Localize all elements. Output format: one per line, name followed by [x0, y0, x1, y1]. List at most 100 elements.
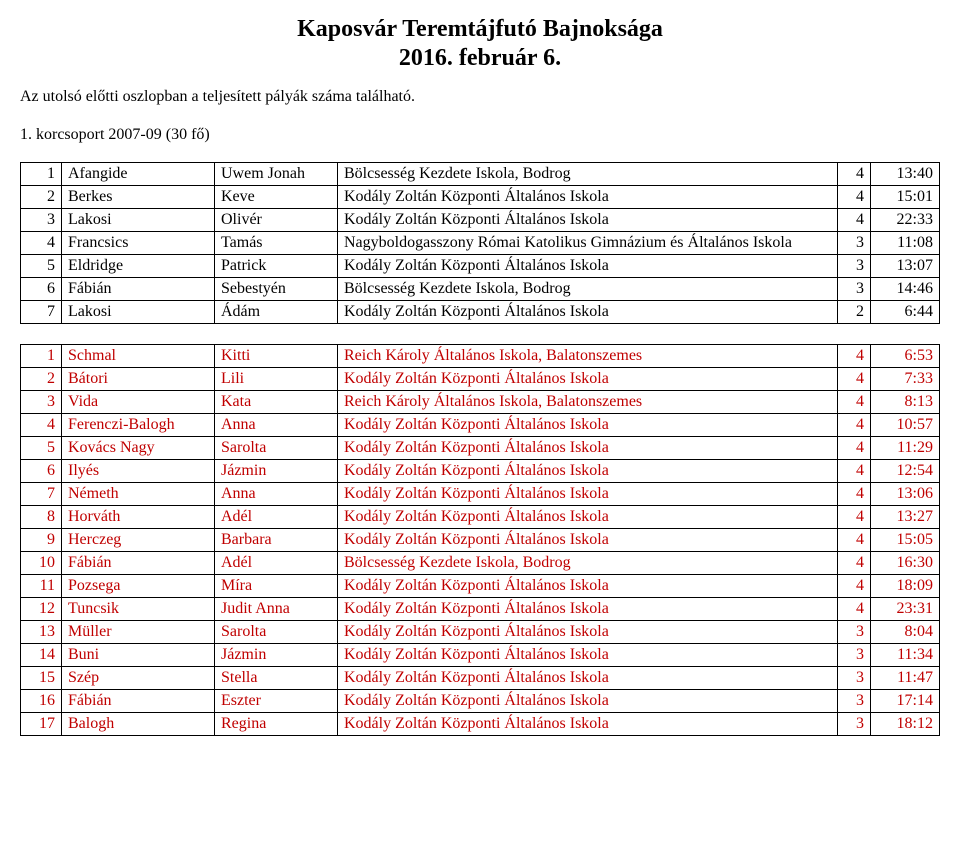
rank-cell: 11 [21, 575, 62, 598]
school-cell: Kodály Zoltán Központi Általános Iskola [338, 598, 838, 621]
table-row: 4Ferenczi-BaloghAnnaKodály Zoltán Közpon… [21, 414, 940, 437]
rank-cell: 4 [21, 414, 62, 437]
firstname-cell: Adél [215, 506, 338, 529]
time-cell: 23:31 [871, 598, 940, 621]
lastname-cell: Kovács Nagy [62, 437, 215, 460]
firstname-cell: Ádám [215, 301, 338, 324]
time-cell: 13:27 [871, 506, 940, 529]
count-cell: 2 [838, 301, 871, 324]
lastname-cell: Ilyés [62, 460, 215, 483]
column-note: Az utolsó előtti oszlopban a teljesített… [20, 88, 940, 106]
count-cell: 4 [838, 391, 871, 414]
firstname-cell: Tamás [215, 232, 338, 255]
firstname-cell: Lili [215, 368, 338, 391]
firstname-cell: Eszter [215, 690, 338, 713]
school-cell: Kodály Zoltán Központi Általános Iskola [338, 506, 838, 529]
table-row: 6FábiánSebestyénBölcsesség Kezdete Iskol… [21, 278, 940, 301]
lastname-cell: Müller [62, 621, 215, 644]
lastname-cell: Afangide [62, 163, 215, 186]
count-cell: 4 [838, 460, 871, 483]
school-cell: Kodály Zoltán Központi Általános Iskola [338, 460, 838, 483]
table-row: 7NémethAnnaKodály Zoltán Központi Általá… [21, 483, 940, 506]
firstname-cell: Barbara [215, 529, 338, 552]
table-row: 2BerkesKeveKodály Zoltán Központi Általá… [21, 186, 940, 209]
school-cell: Kodály Zoltán Központi Általános Iskola [338, 255, 838, 278]
firstname-cell: Jázmin [215, 460, 338, 483]
count-cell: 4 [838, 483, 871, 506]
count-cell: 4 [838, 529, 871, 552]
school-cell: Reich Károly Általános Iskola, Balatonsz… [338, 345, 838, 368]
table-row: 1AfangideUwem JonahBölcsesség Kezdete Is… [21, 163, 940, 186]
time-cell: 17:14 [871, 690, 940, 713]
school-cell: Kodály Zoltán Központi Általános Iskola [338, 713, 838, 736]
table-row: 8HorváthAdélKodály Zoltán Központi Által… [21, 506, 940, 529]
rank-cell: 17 [21, 713, 62, 736]
time-cell: 11:34 [871, 644, 940, 667]
table-row: 7LakosiÁdámKodály Zoltán Központi Általá… [21, 301, 940, 324]
table-row: 11PozsegaMíraKodály Zoltán Központi Álta… [21, 575, 940, 598]
page-title: Kaposvár Teremtájfutó Bajnoksága [20, 16, 940, 43]
table-row: 5EldridgePatrickKodály Zoltán Központi Á… [21, 255, 940, 278]
school-cell: Nagyboldogasszony Római Katolikus Gimnáz… [338, 232, 838, 255]
count-cell: 4 [838, 437, 871, 460]
table-row: 14BuniJázminKodály Zoltán Központi Által… [21, 644, 940, 667]
table-row: 1SchmalKittiReich Károly Általános Iskol… [21, 345, 940, 368]
count-cell: 4 [838, 368, 871, 391]
firstname-cell: Anna [215, 414, 338, 437]
count-cell: 4 [838, 552, 871, 575]
lastname-cell: Ferenczi-Balogh [62, 414, 215, 437]
school-cell: Kodály Zoltán Központi Általános Iskola [338, 414, 838, 437]
table-row: 6IlyésJázminKodály Zoltán Központi Által… [21, 460, 940, 483]
lastname-cell: Szép [62, 667, 215, 690]
count-cell: 4 [838, 506, 871, 529]
lastname-cell: Lakosi [62, 301, 215, 324]
time-cell: 13:07 [871, 255, 940, 278]
rank-cell: 12 [21, 598, 62, 621]
count-cell: 4 [838, 414, 871, 437]
lastname-cell: Berkes [62, 186, 215, 209]
school-cell: Kodály Zoltán Központi Általános Iskola [338, 690, 838, 713]
table-row: 12TuncsikJudit AnnaKodály Zoltán Központ… [21, 598, 940, 621]
table-row: 15SzépStellaKodály Zoltán Központi Által… [21, 667, 940, 690]
count-cell: 3 [838, 644, 871, 667]
count-cell: 3 [838, 713, 871, 736]
rank-cell: 10 [21, 552, 62, 575]
school-cell: Bölcsesség Kezdete Iskola, Bodrog [338, 163, 838, 186]
time-cell: 15:01 [871, 186, 940, 209]
time-cell: 18:09 [871, 575, 940, 598]
results-table-boys: 1AfangideUwem JonahBölcsesség Kezdete Is… [20, 162, 940, 324]
count-cell: 4 [838, 186, 871, 209]
time-cell: 15:05 [871, 529, 940, 552]
firstname-cell: Regina [215, 713, 338, 736]
rank-cell: 6 [21, 278, 62, 301]
lastname-cell: Németh [62, 483, 215, 506]
count-cell: 3 [838, 690, 871, 713]
firstname-cell: Míra [215, 575, 338, 598]
lastname-cell: Buni [62, 644, 215, 667]
rank-cell: 7 [21, 301, 62, 324]
school-cell: Kodály Zoltán Központi Általános Iskola [338, 621, 838, 644]
firstname-cell: Patrick [215, 255, 338, 278]
lastname-cell: Horváth [62, 506, 215, 529]
lastname-cell: Pozsega [62, 575, 215, 598]
firstname-cell: Sebestyén [215, 278, 338, 301]
time-cell: 12:54 [871, 460, 940, 483]
table-row: 16FábiánEszterKodály Zoltán Központi Ált… [21, 690, 940, 713]
count-cell: 4 [838, 209, 871, 232]
table-row: 17BaloghReginaKodály Zoltán Központi Ált… [21, 713, 940, 736]
time-cell: 8:04 [871, 621, 940, 644]
lastname-cell: Herczeg [62, 529, 215, 552]
table-row: 3VidaKataReich Károly Általános Iskola, … [21, 391, 940, 414]
rank-cell: 1 [21, 345, 62, 368]
school-cell: Bölcsesség Kezdete Iskola, Bodrog [338, 552, 838, 575]
lastname-cell: Schmal [62, 345, 215, 368]
count-cell: 3 [838, 667, 871, 690]
table-row: 4FrancsicsTamásNagyboldogasszony Római K… [21, 232, 940, 255]
rank-cell: 2 [21, 368, 62, 391]
table-row: 2BátoriLiliKodály Zoltán Központi Általá… [21, 368, 940, 391]
time-cell: 7:33 [871, 368, 940, 391]
time-cell: 8:13 [871, 391, 940, 414]
firstname-cell: Kata [215, 391, 338, 414]
lastname-cell: Bátori [62, 368, 215, 391]
count-cell: 3 [838, 232, 871, 255]
